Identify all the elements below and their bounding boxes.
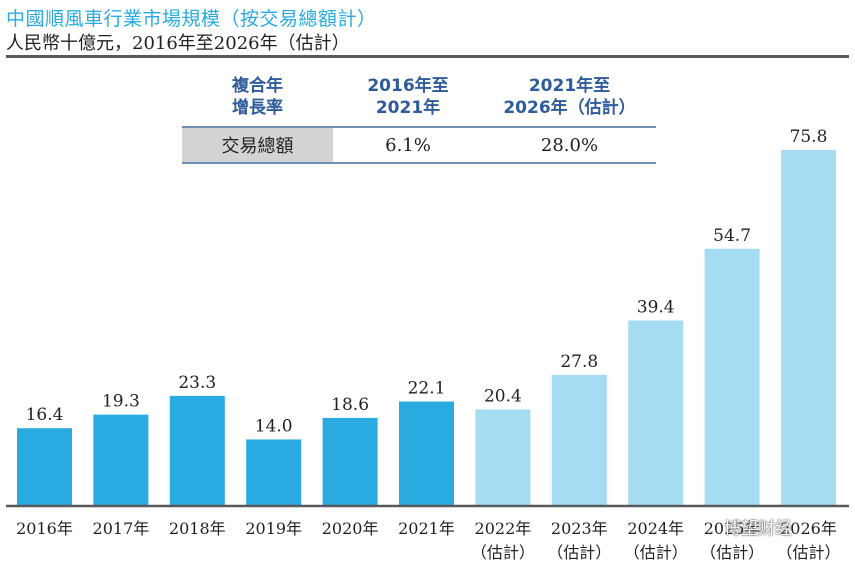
title-rule (6, 55, 849, 58)
cagr-row-gtv: 交易總額 6.1% 28.0% (182, 128, 656, 164)
x-tick-label: 2019年 (245, 519, 302, 538)
cagr-table: 複合年 增長率 2016年至 2021年 2021年至 2026年（估計） 交易… (182, 68, 656, 164)
x-tick-sublabel: （估計） (624, 543, 688, 562)
x-tick-sublabel: （估計） (776, 543, 840, 562)
x-tick-sublabel: （估計） (471, 543, 535, 562)
x-tick-label: 2024年 (627, 519, 684, 538)
chart-subtitle: 人民幣十億元，2016年至2026年（估計） (6, 33, 350, 54)
bar-2023年 (551, 374, 607, 505)
x-tick-sublabel: （估計） (547, 543, 611, 562)
bar-value-label: 39.4 (637, 297, 675, 317)
bar-2024年 (628, 320, 684, 505)
bar-2018年 (169, 395, 225, 505)
x-tick-label: 2016年 (16, 519, 73, 538)
x-tick-label: 2020年 (322, 519, 379, 538)
bar-value-label: 14.0 (255, 416, 293, 436)
cagr-value-2021-2026: 28.0% (540, 134, 599, 156)
cagr-row-label: 交易總額 (182, 128, 333, 162)
cagr-header-row: 複合年 增長率 2016年至 2021年 2021年至 2026年（估計） (182, 68, 656, 128)
x-tick-label: 2026年 (780, 519, 837, 538)
x-tick-label: 2021年 (398, 519, 455, 538)
x-tick-label: 2017年 (93, 519, 150, 538)
bar-value-label: 20.4 (484, 386, 522, 406)
bar-value-label: 23.3 (178, 373, 216, 393)
x-tick-label: 2023年 (551, 519, 608, 538)
bar-value-label: 75.8 (790, 127, 828, 147)
bar-2016年 (17, 428, 72, 505)
bar-2025年 (704, 248, 760, 505)
bar-value-label: 22.1 (408, 378, 446, 398)
x-tick-label: 2025年 (704, 519, 761, 538)
bar-2022年 (475, 409, 531, 505)
x-tick-sublabel: （估計） (700, 543, 764, 562)
chart-title: 中國順風車行業市場規模（按交易總額計） (6, 8, 377, 30)
bar-2020年 (322, 417, 378, 505)
bar-2026年 (781, 150, 836, 505)
bar-2021年 (399, 401, 454, 505)
cagr-value-2016-2021: 6.1% (385, 134, 431, 156)
bar-value-label: 16.4 (26, 405, 64, 425)
bar-2019年 (246, 439, 302, 505)
bar-value-label: 54.7 (713, 226, 751, 246)
bar-value-label: 27.8 (560, 352, 598, 372)
cagr-header-2016-2021: 2016年至 2021年 (367, 76, 449, 118)
bar-value-label: 19.3 (102, 392, 140, 412)
cagr-header-label: 複合年 增長率 (232, 76, 283, 118)
watermark: 博望财经 (724, 519, 792, 539)
bar-value-label: 18.6 (331, 395, 369, 415)
x-tick-label: 2018年 (169, 519, 226, 538)
bar-2017年 (93, 414, 149, 505)
cagr-header-2021-2026: 2021年至 2026年（估計） (503, 76, 636, 118)
x-tick-label: 2022年 (475, 519, 532, 538)
